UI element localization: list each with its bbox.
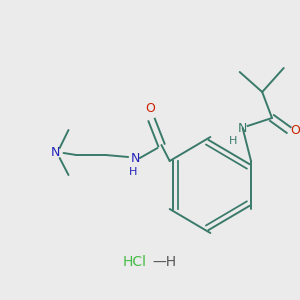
Text: —H: —H bbox=[152, 255, 176, 269]
Text: O: O bbox=[290, 124, 300, 136]
Text: N: N bbox=[238, 122, 247, 134]
Text: HCl: HCl bbox=[123, 255, 147, 269]
Text: N: N bbox=[51, 146, 61, 160]
Text: O: O bbox=[145, 103, 154, 116]
Text: N: N bbox=[130, 152, 140, 164]
Text: H: H bbox=[129, 167, 137, 177]
Text: H: H bbox=[229, 136, 237, 146]
